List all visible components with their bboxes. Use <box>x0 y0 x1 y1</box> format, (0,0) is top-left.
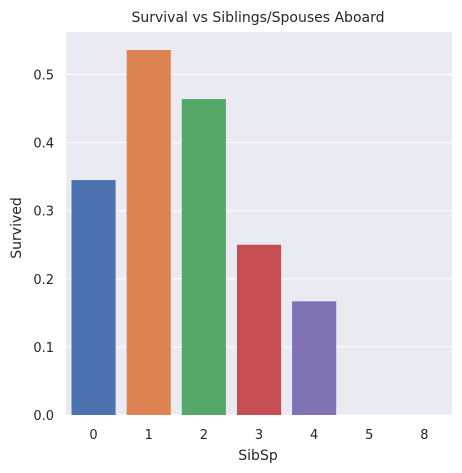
x-tick-labels: 0 1 2 3 4 5 8 <box>89 428 428 443</box>
chart-title: Survival vs Siblings/Spouses Aboard <box>131 10 384 26</box>
x-tick-label: 2 <box>200 428 208 443</box>
bars <box>71 50 337 416</box>
x-tick-label: 5 <box>365 428 373 443</box>
x-tick-label: 0 <box>89 428 97 443</box>
x-tick-label: 4 <box>310 428 318 443</box>
x-tick-label: 3 <box>255 428 263 443</box>
y-tick-labels: 0.0 0.1 0.2 0.3 0.4 0.5 <box>33 69 54 424</box>
x-tick-label: 8 <box>420 428 428 443</box>
y-tick-label: 0.0 <box>33 409 54 424</box>
x-axis-label: SibSp <box>238 448 278 464</box>
y-axis-label: Survived <box>9 197 25 258</box>
bar-sibsp-4 <box>292 301 337 415</box>
bar-sibsp-0 <box>71 180 116 415</box>
y-tick-label: 0.3 <box>33 205 54 220</box>
x-tick-label: 1 <box>145 428 153 443</box>
y-tick-label: 0.4 <box>33 137 54 152</box>
bar-sibsp-1 <box>126 50 171 416</box>
bar-sibsp-3 <box>236 244 282 415</box>
y-tick-label: 0.1 <box>33 341 54 356</box>
y-tick-label: 0.2 <box>33 273 54 288</box>
bar-sibsp-2 <box>181 99 226 415</box>
y-tick-label: 0.5 <box>33 69 54 84</box>
